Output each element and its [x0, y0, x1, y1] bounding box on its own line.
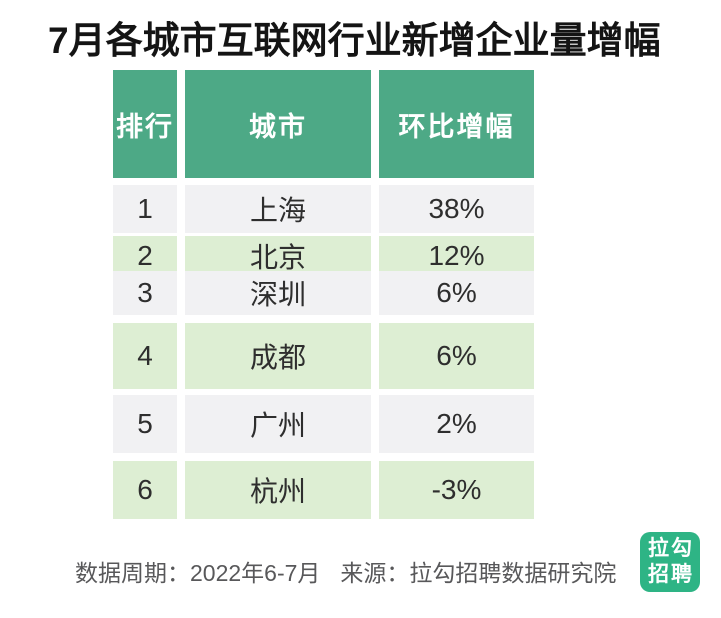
- data-period-text: 数据周期：2022年6-7月: [75, 560, 321, 586]
- table-row: 5 广州 2%: [113, 395, 534, 453]
- header-rank: 排行: [113, 70, 177, 178]
- footer-text: 数据周期：2022年6-7月 来源：拉勾招聘数据研究院: [75, 554, 616, 588]
- header-growth: 环比增幅: [379, 70, 534, 178]
- city-cell: 杭州: [185, 461, 371, 519]
- table-row: 3 深圳 6%: [113, 271, 534, 315]
- logo-text-line1: 拉勾: [648, 536, 694, 560]
- table-row: 1 上海 38%: [113, 185, 534, 233]
- growth-cell: 6%: [379, 323, 534, 389]
- growth-cell: 38%: [379, 185, 534, 233]
- city-cell: 深圳: [185, 271, 371, 315]
- ranking-table: 排行 城市 环比增幅 1 上海 38% 2 北京 12% 3 深圳 6% 4 成…: [113, 70, 534, 519]
- table-row: 2 北京 12%: [113, 236, 534, 276]
- rank-cell: 1: [113, 185, 177, 233]
- growth-cell: -3%: [379, 461, 534, 519]
- logo-text-line2: 招聘: [648, 563, 694, 586]
- rank-cell: 5: [113, 395, 177, 453]
- rank-cell: 4: [113, 323, 177, 389]
- data-source-text: 来源：拉勾招聘数据研究院: [340, 560, 617, 586]
- city-cell: 成都: [185, 323, 371, 389]
- rank-cell: 3: [113, 271, 177, 315]
- table-row: 4 成都 6%: [113, 323, 534, 389]
- header-city: 城市: [185, 70, 371, 178]
- city-cell: 上海: [185, 185, 371, 233]
- growth-cell: 12%: [379, 236, 534, 276]
- city-cell: 广州: [185, 395, 371, 453]
- table-row: 6 杭州 -3%: [113, 461, 534, 519]
- lagou-logo: 拉勾 招聘: [640, 532, 700, 592]
- growth-cell: 2%: [379, 395, 534, 453]
- rank-cell: 6: [113, 461, 177, 519]
- city-cell: 北京: [185, 236, 371, 276]
- rank-cell: 2: [113, 236, 177, 276]
- table-header-row: 排行 城市 环比增幅: [113, 70, 534, 178]
- growth-cell: 6%: [379, 271, 534, 315]
- page-title: 7月各城市互联网行业新增企业量增幅: [48, 20, 661, 61]
- footer: 数据周期：2022年6-7月 来源：拉勾招聘数据研究院 拉勾 招聘: [75, 532, 700, 592]
